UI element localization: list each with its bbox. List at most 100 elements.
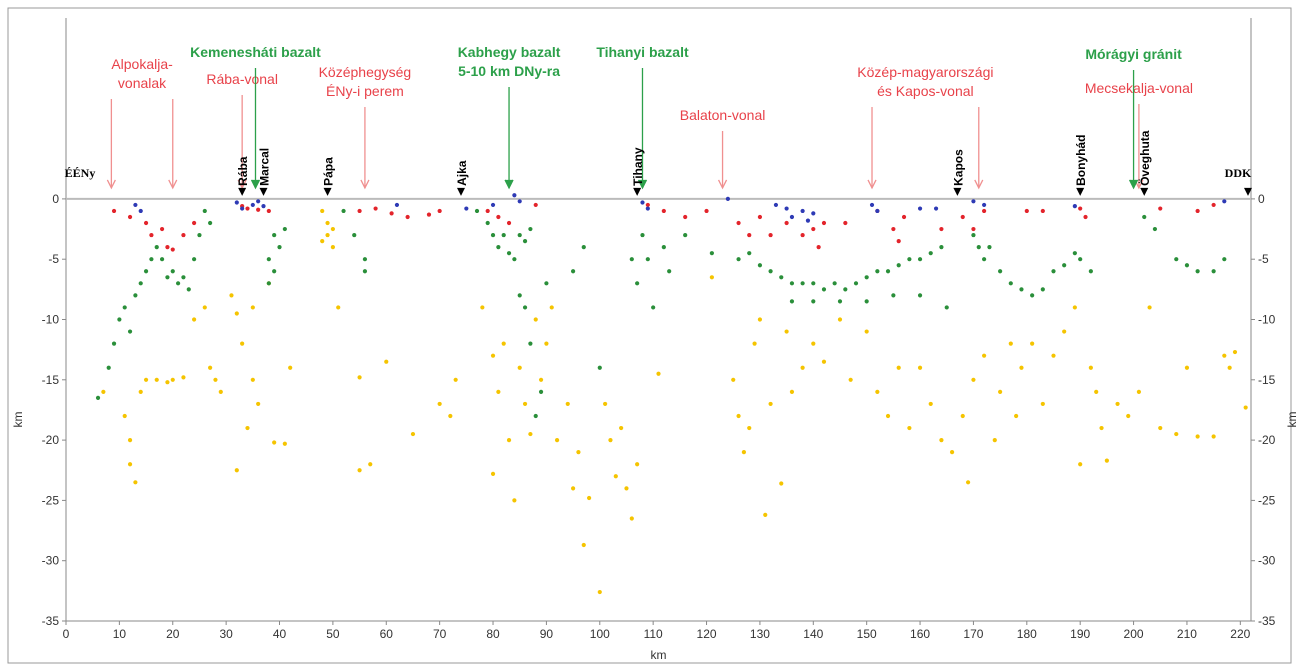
data-point	[1142, 214, 1147, 220]
annotation-arrowhead	[867, 179, 877, 190]
x-tick-label: 170	[963, 627, 983, 641]
data-point	[1184, 263, 1190, 268]
data-point	[1030, 341, 1035, 346]
data-point	[789, 281, 795, 286]
data-point	[667, 269, 672, 274]
data-point	[683, 214, 688, 220]
x-tick-label: 40	[273, 627, 287, 641]
data-point	[389, 211, 394, 216]
data-point	[864, 329, 869, 334]
data-point	[288, 365, 293, 370]
annotation-arrowhead	[1128, 179, 1139, 190]
y-tick-label: 0	[52, 192, 59, 206]
x-tick-label: 220	[1230, 627, 1250, 641]
data-point	[170, 247, 175, 252]
data-point	[811, 341, 816, 346]
data-point	[181, 275, 186, 280]
data-point	[821, 287, 827, 292]
data-point	[496, 214, 501, 220]
data-point	[127, 438, 133, 443]
data-point	[240, 341, 245, 346]
data-point	[256, 199, 261, 204]
data-point	[971, 377, 976, 382]
data-point	[629, 516, 634, 521]
data-point	[982, 202, 987, 208]
annotation-label: Mórágyi gránit	[1085, 46, 1182, 62]
data-point	[784, 220, 789, 226]
data-point	[885, 269, 891, 274]
data-point	[960, 413, 965, 419]
data-point	[496, 245, 501, 250]
data-point	[1088, 269, 1093, 274]
data-point	[843, 220, 848, 226]
data-point	[837, 299, 843, 304]
data-point	[640, 200, 645, 205]
data-point	[837, 317, 843, 322]
annotation-label: Közép-magyarországi	[857, 64, 993, 80]
data-point	[608, 438, 613, 443]
data-point	[122, 413, 127, 419]
data-point	[106, 365, 111, 370]
y2-tick-label: -35	[1258, 614, 1276, 628]
data-point	[1078, 462, 1083, 467]
data-point	[1008, 341, 1013, 346]
data-point	[1195, 269, 1200, 274]
data-point	[864, 275, 869, 280]
data-point	[1072, 251, 1077, 256]
data-point	[725, 196, 730, 201]
data-point	[1222, 199, 1227, 204]
data-point	[1019, 287, 1024, 292]
data-point	[362, 269, 368, 274]
x-tick-label: 30	[219, 627, 233, 641]
data-point	[533, 413, 538, 419]
data-point	[613, 474, 618, 479]
annotation-label: 5-10 km DNy-ra	[458, 63, 560, 79]
data-point	[266, 281, 271, 286]
annotation-arrowhead	[168, 179, 178, 190]
x-tick-label: 0	[63, 627, 70, 641]
data-point	[175, 281, 181, 286]
data-point	[763, 512, 768, 517]
y-tick-label: -5	[48, 252, 59, 266]
data-point	[143, 220, 149, 226]
data-point	[805, 218, 811, 223]
data-point	[869, 202, 875, 208]
data-point	[170, 377, 175, 382]
data-point	[565, 401, 570, 407]
data-point	[544, 281, 549, 286]
data-point	[437, 208, 442, 214]
end-label: ÉÉNy	[65, 166, 96, 180]
place-label: Bonyhád	[1074, 135, 1088, 186]
data-point	[875, 208, 880, 214]
data-point	[181, 232, 186, 238]
data-point	[992, 438, 997, 443]
data-point	[896, 365, 901, 370]
data-point	[154, 245, 159, 250]
data-point	[736, 257, 741, 262]
data-point	[1014, 413, 1019, 419]
data-point	[1099, 425, 1104, 431]
data-point	[149, 232, 154, 238]
data-point	[544, 341, 549, 346]
annotation-label: Alpokalja-	[111, 56, 173, 72]
x-tick-label: 50	[326, 627, 340, 641]
data-point	[1115, 401, 1120, 407]
data-point	[581, 245, 586, 250]
data-point	[603, 401, 608, 407]
data-point	[426, 212, 432, 217]
data-point	[272, 269, 277, 274]
x-tick-label: 70	[433, 627, 447, 641]
data-point	[448, 413, 453, 419]
data-point	[325, 220, 330, 226]
data-point	[917, 206, 923, 211]
data-point	[165, 245, 170, 250]
data-point	[619, 425, 624, 431]
data-point	[1088, 365, 1093, 370]
data-point	[138, 208, 143, 214]
annotation-arrowhead	[360, 179, 370, 190]
x-tick-label: 150	[857, 627, 877, 641]
data-point	[250, 305, 255, 310]
data-point	[437, 401, 442, 407]
data-point	[800, 232, 805, 238]
y-tick-label: -15	[42, 373, 60, 387]
